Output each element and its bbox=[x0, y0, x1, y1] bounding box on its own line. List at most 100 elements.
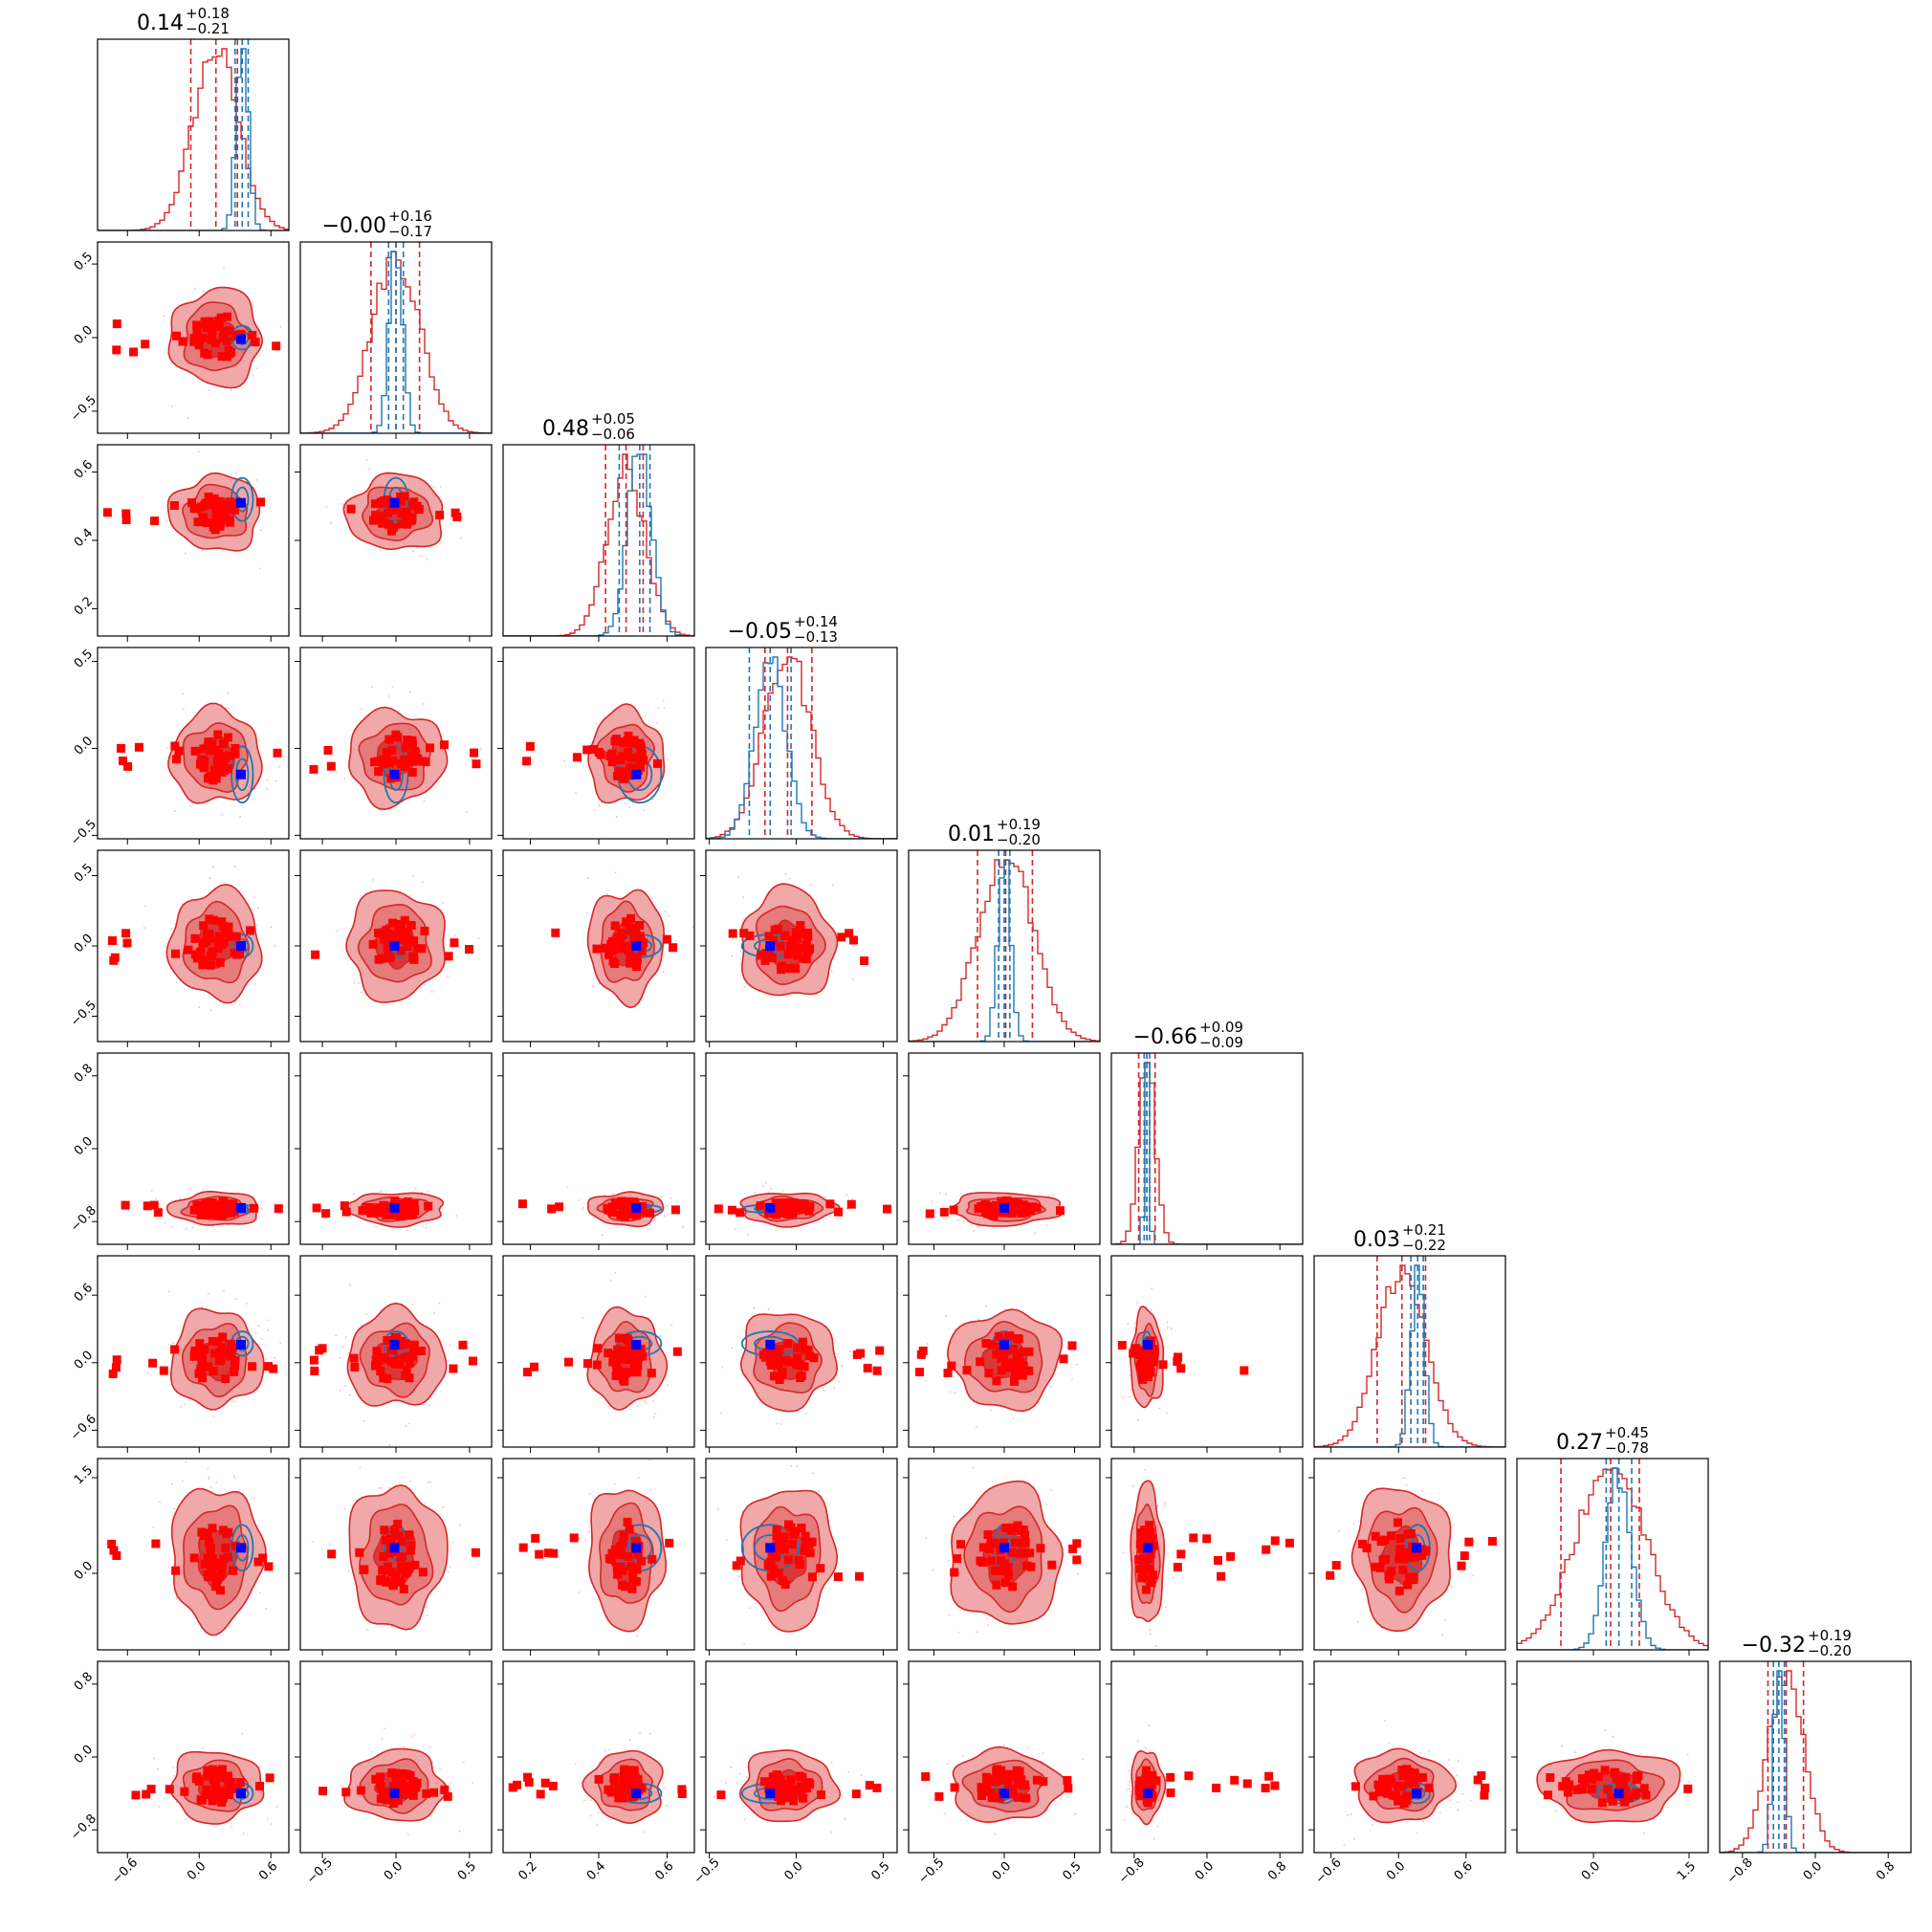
red-marker bbox=[225, 1788, 234, 1797]
sample-point bbox=[822, 1387, 824, 1390]
red-marker bbox=[202, 323, 211, 333]
red-marker bbox=[732, 1561, 741, 1570]
red-marker bbox=[109, 1546, 119, 1555]
sample-point bbox=[803, 1656, 805, 1658]
red-marker bbox=[211, 1580, 221, 1590]
red-marker bbox=[982, 1781, 992, 1790]
red-marker bbox=[758, 1350, 768, 1360]
red-marker bbox=[531, 1533, 540, 1543]
red-marker bbox=[189, 1351, 199, 1361]
sample-point bbox=[592, 985, 595, 987]
sample-point bbox=[1407, 1454, 1409, 1456]
sample-point bbox=[181, 1480, 184, 1482]
red-marker bbox=[915, 1368, 924, 1376]
red-marker bbox=[949, 1205, 958, 1215]
red-marker bbox=[159, 1366, 168, 1375]
sample-point bbox=[192, 1226, 194, 1228]
sample-point bbox=[645, 1295, 647, 1298]
sample-point bbox=[275, 1806, 278, 1808]
red-marker bbox=[382, 1577, 391, 1587]
red-marker bbox=[231, 1361, 239, 1371]
red-marker bbox=[525, 741, 535, 751]
sample-point bbox=[645, 1402, 648, 1404]
red-marker bbox=[1001, 1578, 1010, 1588]
sample-point bbox=[429, 1482, 431, 1483]
sample-point bbox=[586, 912, 589, 914]
red-marker bbox=[409, 955, 419, 964]
red-marker bbox=[196, 1210, 206, 1219]
red-marker bbox=[121, 516, 131, 524]
sample-point bbox=[228, 1626, 231, 1628]
red-histogram bbox=[503, 453, 694, 636]
red-marker bbox=[677, 1789, 687, 1798]
red-marker bbox=[1137, 1545, 1147, 1553]
panel-0-0 bbox=[98, 39, 289, 231]
red-marker bbox=[623, 1517, 632, 1526]
red-marker bbox=[1149, 1541, 1158, 1550]
red-marker bbox=[617, 944, 626, 954]
sample-point bbox=[767, 1307, 770, 1310]
red-marker bbox=[768, 1549, 778, 1559]
red-marker bbox=[199, 921, 209, 931]
sample-point bbox=[977, 1225, 980, 1227]
red-marker bbox=[108, 936, 117, 945]
red-marker bbox=[384, 735, 394, 744]
sample-point bbox=[1141, 1680, 1143, 1682]
sample-point bbox=[221, 550, 224, 552]
red-marker bbox=[379, 934, 388, 944]
red-marker bbox=[224, 924, 233, 933]
red-marker bbox=[196, 947, 206, 956]
sample-point bbox=[643, 809, 645, 811]
red-marker bbox=[1262, 1545, 1271, 1554]
red-marker bbox=[400, 1205, 409, 1215]
red-marker bbox=[384, 508, 392, 517]
red-marker bbox=[1395, 1534, 1405, 1543]
sample-point bbox=[202, 291, 205, 293]
red-marker bbox=[108, 1369, 118, 1378]
red-marker bbox=[210, 1781, 220, 1790]
red-marker bbox=[635, 921, 645, 930]
red-marker bbox=[472, 759, 481, 769]
red-marker bbox=[194, 1369, 204, 1378]
red-marker bbox=[1117, 1341, 1127, 1350]
red-marker bbox=[390, 1197, 400, 1205]
red-marker bbox=[617, 768, 626, 778]
truth-marker bbox=[631, 1543, 642, 1553]
red-marker bbox=[216, 1586, 225, 1595]
red-marker bbox=[1387, 1567, 1396, 1576]
sample-point bbox=[357, 981, 360, 984]
sample-point bbox=[425, 1223, 428, 1225]
red-marker bbox=[122, 938, 132, 948]
red-marker bbox=[1136, 1537, 1146, 1547]
red-marker bbox=[1331, 1561, 1341, 1570]
sample-point bbox=[154, 1197, 157, 1200]
red-marker bbox=[253, 1557, 263, 1567]
truth-marker bbox=[236, 1789, 246, 1799]
sample-point bbox=[1170, 1328, 1173, 1330]
sample-point bbox=[628, 1739, 631, 1742]
red-marker bbox=[620, 1201, 629, 1211]
sample-point bbox=[419, 555, 422, 558]
sample-point bbox=[946, 1763, 949, 1765]
sample-point bbox=[432, 1767, 435, 1769]
red-marker bbox=[805, 1548, 815, 1558]
sample-point bbox=[860, 1774, 863, 1776]
red-marker bbox=[379, 1787, 387, 1796]
sample-point bbox=[588, 1531, 590, 1533]
panel-8-4 bbox=[921, 1744, 1084, 1835]
sample-point bbox=[255, 479, 258, 481]
sample-point bbox=[344, 1385, 346, 1387]
red-marker bbox=[569, 1533, 579, 1543]
sample-point bbox=[973, 1456, 975, 1458]
sample-point bbox=[1129, 1781, 1131, 1783]
red-marker bbox=[1072, 1555, 1082, 1565]
red-marker bbox=[396, 946, 406, 955]
red-marker bbox=[647, 1369, 656, 1378]
sample-point bbox=[830, 970, 833, 973]
red-marker bbox=[211, 512, 221, 521]
sample-point bbox=[762, 1185, 764, 1188]
red-marker bbox=[1020, 1348, 1029, 1356]
red-marker bbox=[390, 1768, 400, 1778]
red-marker bbox=[872, 1783, 882, 1792]
sample-point bbox=[258, 1766, 260, 1768]
